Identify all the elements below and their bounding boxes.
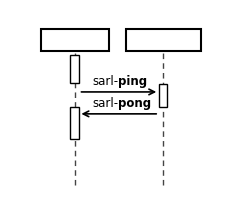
Bar	[126, 28, 201, 50]
Text: Participant: Participant	[127, 33, 199, 46]
Text: sarl-: sarl-	[92, 75, 119, 88]
Text: sarl-: sarl-	[92, 97, 119, 110]
Bar	[70, 107, 79, 139]
Bar	[70, 55, 79, 83]
Text: ping: ping	[119, 75, 148, 88]
Bar	[159, 84, 167, 107]
Text: Initiator: Initiator	[49, 33, 100, 46]
Bar	[40, 28, 109, 50]
Text: pong: pong	[119, 97, 152, 110]
